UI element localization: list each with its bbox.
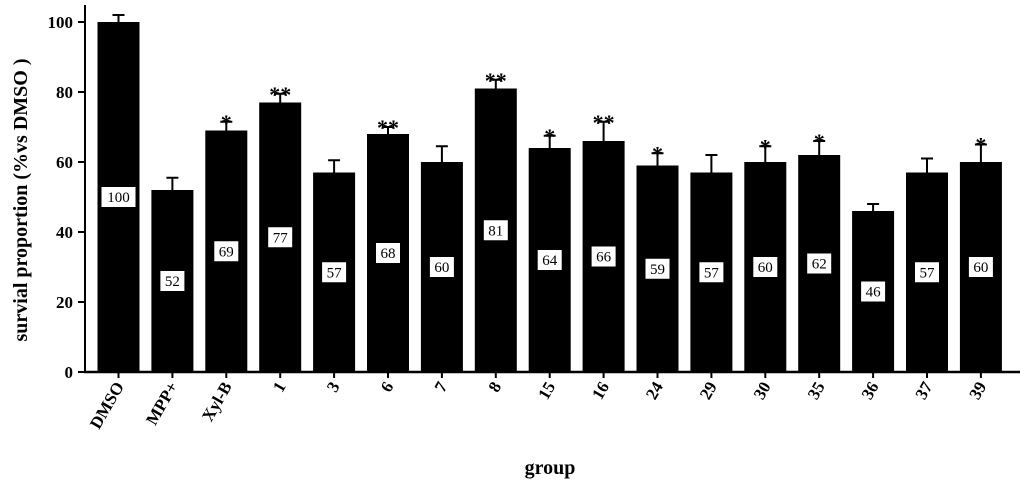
data-label: 77: [273, 230, 289, 246]
significance-marker: **: [485, 68, 507, 93]
data-label-box: [968, 257, 993, 277]
data-label-box: [699, 262, 724, 283]
x-tick-label: MPP+: [142, 379, 182, 429]
data-label: 57: [704, 265, 720, 281]
x-tick-label: 3: [323, 379, 344, 396]
y-ticks-group: 0 20 40 60 80 100: [48, 13, 85, 382]
data-label-box: [591, 246, 616, 267]
data-label: 60: [973, 260, 988, 276]
y-tick-label: 0: [65, 363, 74, 382]
bars-group: [97, 22, 1002, 372]
y-tick-label: 20: [56, 293, 73, 312]
data-label-box: [807, 253, 832, 274]
data-label: 60: [434, 260, 449, 276]
significance-markers-group: *********** * * *: [221, 68, 987, 167]
significance-marker: *: [814, 129, 825, 154]
x-tick-label: 24: [642, 378, 667, 403]
data-label-box: [915, 262, 939, 283]
significance-marker: *: [544, 124, 555, 149]
significance-marker: *: [652, 141, 663, 166]
y-tick-label: 100: [48, 13, 74, 32]
x-tick-label: 1: [269, 379, 290, 396]
x-ticks-group: DMSO MPP+ Xyl-B 1 3 6 7 8 15 16 24 29 30 35 36 37 39: [86, 372, 990, 432]
significance-marker: *: [760, 134, 771, 159]
data-label-box: [753, 257, 778, 277]
data-label-box: [322, 262, 347, 283]
data-label-box: [101, 187, 136, 207]
data-label-box: [214, 241, 239, 262]
data-label-box: [376, 243, 400, 263]
data-label: 57: [920, 265, 936, 281]
data-label: 66: [596, 250, 612, 266]
data-label-box: [429, 257, 454, 277]
y-tick-label: 80: [56, 83, 73, 102]
data-label: 59: [650, 262, 665, 278]
error-bars-group: [112, 14, 987, 211]
data-label: 57: [327, 265, 343, 281]
x-tick-label: 37: [912, 378, 937, 403]
x-tick-label: 29: [696, 379, 721, 403]
significance-marker: *: [975, 133, 986, 158]
data-label-box: [160, 271, 185, 291]
data-label: 64: [542, 253, 558, 269]
data-label: 100: [107, 190, 130, 206]
data-label: 52: [165, 274, 180, 290]
data-label: 46: [866, 285, 882, 301]
data-label: 69: [219, 244, 234, 260]
axes-group: [84, 5, 1020, 374]
x-tick-label: 6: [377, 379, 398, 396]
data-label-box: [537, 250, 562, 270]
data-label-box: [645, 258, 670, 279]
x-tick-label: 35: [804, 379, 829, 403]
significance-marker: *: [221, 110, 232, 135]
y-axis-label: survial proportion (%vs DMSO ): [10, 59, 32, 342]
data-label-box: [861, 281, 886, 302]
data-label: 81: [488, 223, 503, 239]
data-labels-group: 100 52 69 77 57 68 60 81 64 66 59 57 60 62 46 57 60: [101, 187, 993, 302]
x-tick-label: 8: [485, 379, 506, 396]
y-tick-label: 40: [56, 223, 73, 242]
x-tick-label: 16: [588, 379, 613, 403]
x-axis-label: group: [525, 457, 576, 479]
significance-marker: **: [269, 82, 291, 107]
data-label: 68: [381, 246, 396, 262]
x-tick-label: DMSO: [86, 379, 128, 433]
y-tick-label: 60: [56, 153, 73, 172]
significance-marker: **: [593, 110, 615, 135]
data-label: 62: [812, 257, 827, 273]
significance-marker: **: [377, 115, 399, 140]
x-tick-label: 36: [858, 379, 883, 403]
x-tick-label: Xyl-B: [198, 379, 236, 425]
x-tick-label: 39: [965, 379, 990, 403]
data-label: 60: [758, 260, 773, 276]
data-label-box: [483, 220, 508, 241]
data-label-box: [268, 227, 293, 248]
x-tick-label: 30: [750, 379, 775, 403]
x-tick-label: 15: [534, 379, 559, 403]
x-tick-label: 7: [431, 378, 452, 395]
